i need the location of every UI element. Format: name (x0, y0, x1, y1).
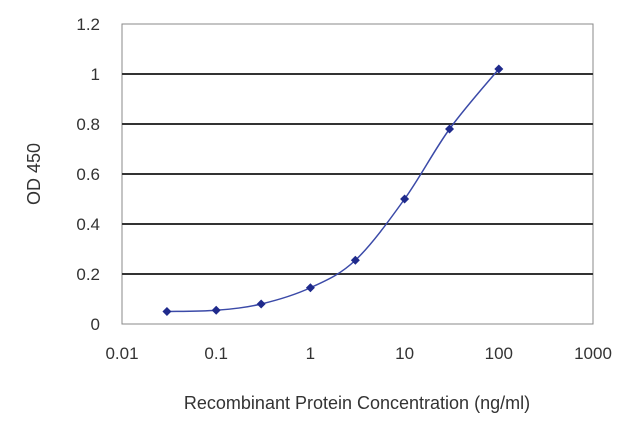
data-point-1 (211, 305, 221, 315)
data-point-0 (162, 307, 172, 316)
y-tick-label-6: 1.2 (76, 15, 100, 34)
data-point-4 (350, 255, 360, 265)
x-tick-label-4: 100 (485, 344, 513, 363)
y-tick-label-5: 1 (91, 65, 100, 84)
data-point-2 (256, 299, 266, 309)
data-point-3 (305, 283, 315, 293)
y-tick-label-0: 0 (91, 315, 100, 334)
x-tick-label-3: 10 (395, 344, 414, 363)
x-tick-labels: 0.01 0.1 1 10 100 1000 (105, 344, 611, 363)
x-tick-label-5: 1000 (574, 344, 612, 363)
data-point-5 (400, 194, 410, 204)
x-axis-title: Recombinant Protein Concentration (ng/ml… (184, 393, 530, 413)
data-point-6 (445, 124, 455, 134)
y-tick-label-4: 0.8 (76, 115, 100, 134)
x-tick-label-2: 1 (306, 344, 315, 363)
x-tick-label-1: 0.1 (204, 344, 228, 363)
data-points (162, 64, 504, 316)
y-tick-label-3: 0.6 (76, 165, 100, 184)
gridlines (122, 73, 593, 275)
y-tick-label-2: 0.4 (76, 215, 100, 234)
y-tick-label-1: 0.2 (76, 265, 100, 284)
x-tick-label-0: 0.01 (105, 344, 138, 363)
y-axis-title: OD 450 (24, 143, 44, 205)
data-point-7 (494, 64, 504, 74)
y-tick-labels: 0 0.2 0.4 0.6 0.8 1 1.2 (76, 15, 100, 334)
